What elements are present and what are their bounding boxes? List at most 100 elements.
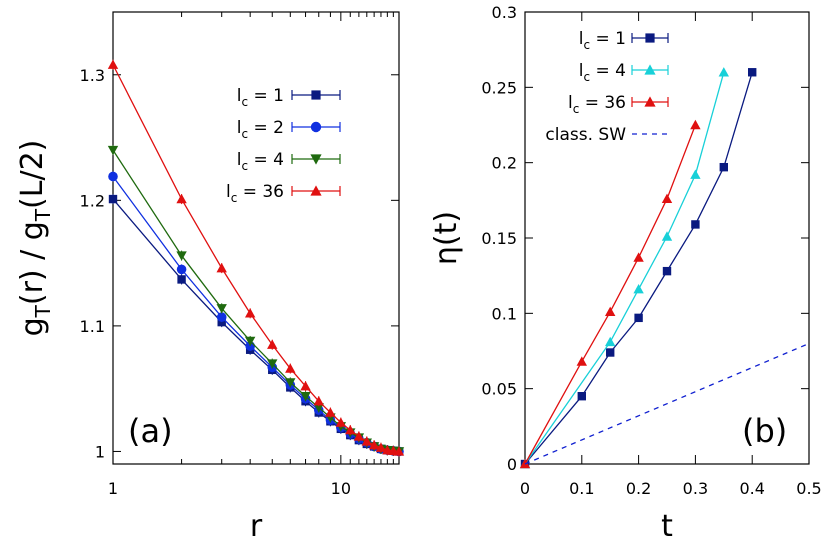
- point-a-3-9: [335, 417, 347, 427]
- plot-frame-a: [112, 11, 400, 465]
- legend-tail-b-1: = 4: [590, 61, 626, 81]
- point-a-2-0: [107, 145, 119, 156]
- x-axis-label-a: r: [250, 509, 263, 544]
- point-b-1-4: [690, 169, 701, 179]
- point-a-1-0: [108, 171, 118, 182]
- axis-ticks-b: 0 0.05 0.1 0.15 0.2 0.25 0.3 0 0.1 0.2 0.3 0.4 0.5: [481, 3, 821, 498]
- legend-label-a-0: lc = 1: [237, 86, 284, 109]
- x-tick-label-a-1: 10: [331, 479, 351, 498]
- legend-label-a-2: lc = 4: [237, 150, 284, 173]
- y-label-a-end: (L/2): [15, 140, 50, 209]
- point-b-0-1: [577, 392, 586, 401]
- y-tick-label-b-5: 0.25: [481, 78, 517, 97]
- point-b-0-6: [719, 162, 728, 172]
- panel-a: 11.11.21.31 10 lc = 1lc = 2lc = 4lc = 36 …: [15, 11, 405, 544]
- x-tick-label-b-4: 0.4: [739, 479, 764, 498]
- legend-marker-a-0: [311, 90, 321, 100]
- series-line-b-1: [524, 72, 725, 465]
- y-label-a-sub1: T: [31, 304, 55, 318]
- point-a-2-4: [267, 359, 278, 369]
- y-axis-label-b: η(t): [429, 211, 464, 265]
- point-b-0-4: [662, 266, 672, 276]
- point-a-3-14: [375, 442, 387, 452]
- y-tick-label-a-2: 1.2: [80, 191, 105, 210]
- point-b-1-1: [605, 336, 616, 347]
- y-label-a-g1: g: [15, 317, 50, 336]
- point-b-2-5: [690, 119, 701, 130]
- legend-main-a-0: l: [237, 86, 242, 106]
- point-a-3-0: [107, 59, 119, 69]
- point-b-2-3: [633, 252, 644, 262]
- legend-marker-a-1: [310, 121, 322, 133]
- x-tick-label-b-1: 0.1: [569, 479, 594, 498]
- point-a-3-4: [267, 339, 278, 349]
- legend-main-a-3: l: [226, 182, 231, 202]
- point-a-3-11: [353, 431, 365, 441]
- point-a-2-6: [300, 392, 311, 402]
- x-axis-label-b: t: [661, 509, 673, 544]
- x-tick-label-b-3: 0.3: [683, 479, 708, 498]
- point-a-3-3: [244, 308, 256, 318]
- point-a-3-8: [325, 407, 336, 417]
- legend-marker-b-1: [644, 64, 656, 75]
- y-tick-label-b-4: 0.2: [492, 154, 517, 173]
- legend-tail-a-0: = 1: [248, 86, 284, 106]
- legend-label-b-3: class. SW: [545, 125, 626, 145]
- panel-label-b: (b): [742, 412, 787, 450]
- legend-tail-a-2: = 4: [248, 150, 284, 170]
- point-b-2-2: [605, 306, 616, 317]
- point-a-2-3: [244, 336, 256, 347]
- series-line-b-0: [524, 72, 753, 465]
- legend-main-b-1: l: [579, 61, 584, 81]
- y-tick-label-b-0: 0: [507, 455, 517, 474]
- legend-marker-a-3: [310, 185, 322, 196]
- x-tick-label-b-5: 0.5: [796, 479, 821, 498]
- legend-label-b-0: lc = 1: [579, 29, 626, 52]
- legend-sub-a-2: c: [242, 159, 249, 173]
- legend-marker-b-2: [644, 96, 656, 107]
- series-group-b: [519, 67, 810, 469]
- point-a-2-1: [176, 251, 187, 261]
- point-a-1-2: [216, 312, 227, 322]
- y-tick-label-b-6: 0.3: [492, 3, 517, 22]
- point-b-2-4: [661, 193, 673, 204]
- legend-sub-a-1: c: [242, 127, 249, 141]
- point-a-3-10: [345, 424, 356, 435]
- point-b-0-3: [634, 313, 643, 323]
- panel-label-a: (a): [128, 412, 173, 450]
- point-a-0-1: [177, 275, 186, 284]
- point-b-1-5: [718, 67, 729, 77]
- legend-label-b-1: lc = 4: [579, 61, 626, 84]
- x-tick-label-b-2: 0.2: [626, 479, 651, 498]
- y-tick-label-b-1: 0.05: [481, 380, 517, 399]
- legend-tail-a-1: = 2: [248, 118, 284, 138]
- legend-main-b-0: l: [579, 29, 584, 49]
- legend-sub-b-0: c: [584, 38, 591, 52]
- point-a-2-7: [313, 403, 324, 413]
- axis-ticks-a: 1 1.1 1.2 1.3 1 10: [80, 12, 400, 498]
- legend-main-a-1: l: [237, 118, 242, 138]
- y-tick-label-a-1: 1.1: [80, 317, 105, 336]
- point-a-0-0: [108, 194, 118, 204]
- point-a-3-2: [216, 262, 227, 273]
- point-a-2-2: [216, 304, 227, 314]
- x-tick-label-b-0: 0: [520, 479, 530, 498]
- y-axis-label-a: gT(r) / gT(L/2): [15, 140, 55, 337]
- legend-marker-b-0: [645, 33, 655, 43]
- series-line-b-2: [524, 124, 697, 465]
- legend-marker-a-2: [310, 154, 322, 165]
- legend-sub-a-3: c: [231, 191, 238, 205]
- series-line-b-3: [524, 342, 810, 465]
- y-tick-label-a-0: 1: [95, 442, 105, 461]
- point-b-1-2: [633, 284, 644, 294]
- y-tick-label-b-2: 0.1: [492, 304, 517, 323]
- point-a-2-5: [285, 378, 296, 388]
- legend-label-a-3: lc = 36: [226, 182, 284, 205]
- legend-tail-b-0: = 1: [590, 29, 626, 49]
- point-a-1-1: [176, 264, 187, 275]
- legend-a: lc = 1lc = 2lc = 4lc = 36: [226, 86, 341, 205]
- y-label-a-sub2: T: [31, 208, 55, 222]
- legend-sub-b-2: c: [573, 102, 580, 116]
- legend-tail-b-2: = 36: [579, 93, 626, 113]
